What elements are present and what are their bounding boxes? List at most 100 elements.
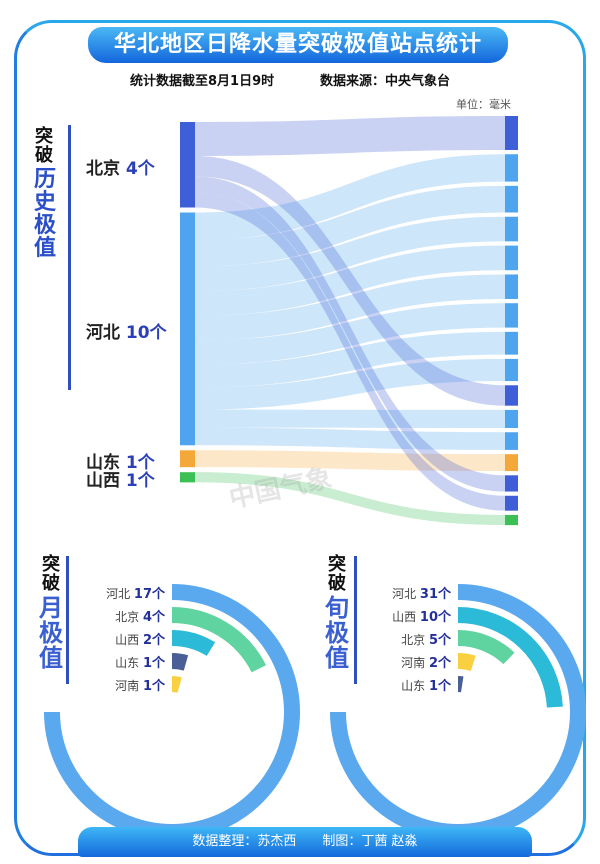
region-count: 2个 [428,656,451,671]
sankey-link [195,245,505,316]
sankey-link [195,409,505,428]
sankey-station-node [505,495,518,511]
radial-bar [457,630,515,665]
sankey-link [195,154,505,240]
sankey-station-node [505,385,518,406]
sankey-station-node [505,331,518,355]
sankey-station-node [505,514,518,526]
radial-label: 山东 1个 [75,652,165,671]
month-label-main: 月极值 [39,594,63,673]
source-name: 山东 [86,452,126,473]
sankey-link [195,358,505,410]
radial-bar [330,584,586,840]
region-name: 山西 [115,633,143,647]
subtitle-date: 统计数据截至8月1日9时 [130,74,275,89]
source-label: 山东 1个 [86,448,155,473]
region-count: 10个 [419,610,451,625]
source-count: 10个 [125,322,167,343]
history-label-main: 历史极值 [33,167,56,262]
radial-label: 河南 1个 [75,675,165,694]
source-label: 河北 10个 [86,318,167,343]
dekad-label-top: 突破 [328,554,346,594]
radial-bar [44,584,300,840]
source-label: 北京 4个 [86,154,155,179]
source-name: 北京 [86,158,126,179]
sankey-link [195,116,505,156]
sankey-source-node [180,472,195,483]
sankey-link [195,192,505,511]
sankey-link [195,427,505,450]
source-count: 1个 [125,471,155,492]
radial-label: 山西 10个 [361,606,451,625]
source-label: 山西 1个 [86,466,155,491]
page-title: 华北地区日降水量突破极值站点统计 [88,27,508,63]
sankey-link [195,155,505,406]
source-name: 河北 [86,322,126,343]
sankey-station-node [505,274,518,299]
dekad-divider [354,556,357,684]
history-divider [68,125,71,390]
source-count: 4个 [125,158,155,179]
region-name: 河北 [392,587,420,601]
radial-bar [457,653,476,672]
radial-label: 北京 5个 [361,629,451,648]
sankey-link [195,472,505,526]
region-name: 山东 [115,656,143,670]
sankey-station-node [505,116,518,150]
radial-label: 河北 17个 [75,583,165,602]
region-name: 山东 [401,679,429,693]
sankey-station-node [505,185,518,213]
sankey-station-node [505,358,518,382]
sankey-source-node [180,450,195,468]
sankey-station-node [505,245,518,271]
history-label-top: 突破 [35,126,53,166]
credits-footer: 数据整理：苏杰西 制图：丁茜 赵淼 [78,827,532,857]
sankey-link [195,185,505,267]
sankey-source-node [180,122,195,208]
sankey-station-node [505,216,518,242]
radial-bar [171,607,266,673]
sankey-station-node [505,303,518,328]
unit-label: 单位：毫米 [456,98,511,111]
source-name: 山西 [86,471,126,492]
radial-label: 河南 2个 [361,652,451,671]
sankey-source-node [180,212,195,446]
radial-label: 河北 31个 [361,583,451,602]
source-count: 1个 [125,452,155,473]
radial-label: 山西 2个 [75,629,165,648]
region-count: 5个 [428,633,451,648]
sankey-link [195,274,505,341]
region-count: 4个 [142,610,165,625]
radial-bar [171,653,189,671]
radial-bar [171,630,216,657]
sankey-station-node [505,475,518,492]
region-count: 17个 [133,587,165,602]
region-name: 河北 [106,587,134,601]
sankey-link [195,303,505,365]
radial-bar [171,676,182,693]
region-name: 北京 [401,633,429,647]
region-name: 河南 [115,679,143,693]
subtitle-source: 数据来源：中央气象台 [320,74,451,89]
sankey-station-node [505,154,518,182]
radial-bar [457,607,563,708]
month-divider [66,556,69,684]
region-count: 2个 [142,633,165,648]
sankey-station-node [505,409,518,428]
sankey-station-node [505,432,518,450]
month-label-top: 突破 [42,554,60,594]
sankey-link [195,216,505,292]
dekad-label-main: 旬极值 [325,594,349,673]
radial-label: 山东 1个 [361,675,451,694]
radial-label: 北京 4个 [75,606,165,625]
region-name: 山西 [392,610,420,624]
sankey-link [195,331,505,388]
region-count: 1个 [142,656,165,671]
region-name: 北京 [115,610,143,624]
region-name: 河南 [401,656,429,670]
region-count: 31个 [419,587,451,602]
sankey-station-node [505,454,518,472]
sankey-link [195,176,505,492]
